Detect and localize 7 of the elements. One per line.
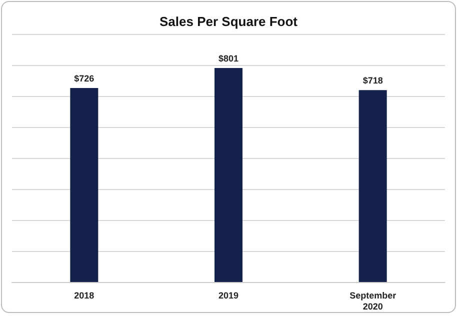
data-label: $801 <box>218 53 239 64</box>
data-label: $726 <box>74 73 94 84</box>
x-tick-label: 2019 <box>218 290 239 300</box>
x-tick-label: 2018 <box>74 290 94 300</box>
data-label: $718 <box>362 76 383 86</box>
chart-title: Sales Per Square Foot <box>160 14 298 29</box>
x-tick-label: September 2020 <box>350 290 397 312</box>
